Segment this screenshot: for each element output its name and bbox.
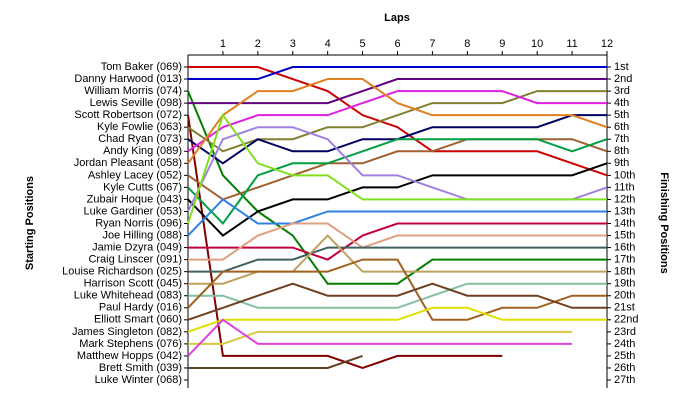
series-line — [187, 112, 607, 224]
series-label: Jamie Dzyra (049) — [92, 241, 182, 253]
y-tick-label: 4th — [614, 97, 629, 109]
series-label: Ryan Norris (096) — [95, 217, 182, 229]
y-tick-label: 14th — [614, 217, 635, 229]
y-tick-label: 20th — [614, 290, 635, 302]
x-tick-label: 1 — [220, 38, 226, 50]
x-tick-label: 4 — [325, 38, 331, 50]
series-label: Harrison Scott (045) — [84, 278, 182, 290]
series-line — [187, 282, 607, 321]
series-label: Mark Stephens (076) — [79, 338, 182, 350]
series-label: Zubair Hoque (043) — [87, 193, 182, 205]
series-label: Tom Baker (069) — [101, 61, 182, 73]
series-label: Luke Gardiner (053) — [84, 205, 182, 217]
series-label: Scott Robertson (072) — [74, 109, 182, 121]
series-label: Matthew Hopps (042) — [77, 350, 182, 362]
series-label: Ashley Lacey (052) — [88, 169, 182, 181]
series-label: Elliott Smart (060) — [94, 314, 182, 326]
series-line — [188, 222, 607, 261]
x-tick-label: 6 — [394, 38, 400, 50]
x-tick-label: 11 — [566, 38, 577, 50]
y-tick-label: 21st — [614, 302, 635, 314]
y-tick-label: 6th — [614, 121, 629, 133]
y-tick-label: 16th — [614, 241, 635, 253]
series-label: Luke Winter (068) — [95, 374, 182, 386]
y-tick-label: 9th — [614, 157, 629, 169]
series-line — [188, 330, 573, 345]
series-label: Lewis Seville (098) — [90, 97, 182, 109]
series-line — [188, 78, 607, 105]
y-tick-label: 12th — [614, 193, 635, 205]
x-tick-label: 7 — [429, 38, 435, 50]
y-tick-label: 5th — [614, 109, 629, 121]
series-label: Joe Hilling (088) — [103, 229, 182, 241]
series-line — [187, 90, 607, 153]
y-tick-label: 2nd — [614, 73, 632, 85]
series-label: Luke Whitehead (083) — [74, 290, 182, 302]
y-tick-label: 18th — [614, 266, 635, 278]
series-label: Brett Smith (039) — [99, 362, 182, 374]
y-tick-label: 1st — [614, 61, 629, 73]
series-line — [188, 282, 607, 309]
series-line — [188, 222, 607, 261]
series-label: Kyle Cutts (067) — [103, 181, 182, 193]
y-tick-label: 3rd — [614, 85, 630, 97]
x-tick-label: 2 — [255, 38, 261, 50]
x-tick-label: 9 — [499, 38, 505, 50]
y-tick-label: 15th — [614, 229, 635, 241]
series-line — [187, 138, 608, 226]
series-line — [188, 66, 607, 81]
y-tick-label: 19th — [614, 278, 635, 290]
y-axis-label-right: Finishing Positions — [658, 172, 670, 273]
x-tick-label: 8 — [464, 38, 470, 50]
y-tick-label: 25th — [614, 350, 635, 362]
series-label: Jordan Pleasant (058) — [74, 157, 182, 169]
series-label: Danny Harwood (013) — [74, 73, 182, 85]
y-tick-label: 13th — [614, 205, 635, 217]
y-tick-label: 7th — [614, 133, 629, 145]
y-tick-label: 8th — [614, 145, 629, 157]
series-line — [187, 78, 608, 164]
chart-title: Laps — [384, 12, 410, 24]
y-tick-label: 24th — [614, 338, 635, 350]
y-tick-label: 26th — [614, 362, 635, 374]
y-tick-label: 17th — [614, 254, 635, 266]
y-tick-label: 22nd — [614, 314, 638, 326]
series-line — [188, 354, 363, 369]
x-tick-label: 3 — [290, 38, 296, 50]
series-label: Louise Richardson (025) — [62, 266, 182, 278]
series-line — [187, 198, 607, 237]
y-tick-label: 23rd — [614, 326, 636, 338]
series-label: Andy King (089) — [103, 145, 182, 157]
series-label: Paul Hardy (016) — [99, 302, 182, 314]
series-label: Craig Linscer (091) — [88, 254, 182, 266]
y-axis-label-left: Starting Positions — [24, 176, 36, 270]
series-line — [188, 66, 608, 177]
series-line — [187, 162, 608, 237]
series-label: Kyle Fowlie (063) — [97, 121, 182, 133]
series-line — [187, 318, 573, 357]
series-line — [187, 306, 607, 333]
x-tick-label: 12 — [601, 38, 613, 50]
x-tick-label: 10 — [531, 38, 543, 50]
y-tick-label: 27th — [614, 374, 635, 386]
y-tick-label: 11th — [614, 181, 635, 193]
y-tick-label: 10th — [614, 169, 635, 181]
series-label: William Morris (074) — [84, 85, 182, 97]
series-line — [188, 246, 607, 273]
series-label: James Singleton (082) — [72, 326, 182, 338]
series-line — [187, 258, 607, 321]
series-label: Chad Ryan (073) — [98, 133, 182, 145]
x-tick-label: 5 — [360, 38, 366, 50]
